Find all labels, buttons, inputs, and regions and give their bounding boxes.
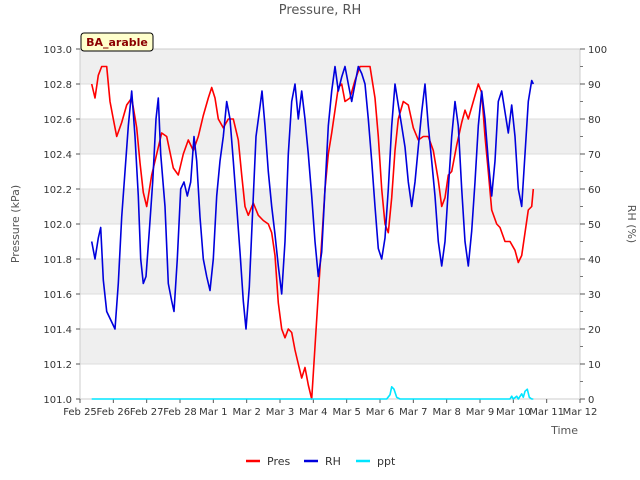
badge-label: BA_arable xyxy=(86,36,148,49)
y-right-tick-label: 100 xyxy=(588,45,607,56)
y-left-axis-label: Pressure (kPa) xyxy=(9,185,22,263)
y-left-tick-label: 101.0 xyxy=(43,395,72,406)
series-line-pres xyxy=(90,65,535,400)
plot-band xyxy=(80,259,580,294)
y-right-tick-label: 0 xyxy=(588,395,594,406)
series-line-rh xyxy=(90,65,535,330)
x-tick-label: Mar 3 xyxy=(266,407,294,418)
y-left-tick-label: 102.2 xyxy=(43,185,72,196)
x-tick-label: Mar 12 xyxy=(563,407,598,418)
y-right-tick-label: 60 xyxy=(588,185,601,196)
legend: Pres RH ppt xyxy=(246,455,396,468)
x-tick-label: Mar 7 xyxy=(399,407,427,418)
x-axis-label: Time xyxy=(550,424,578,437)
legend-label-rh: RH xyxy=(325,455,341,468)
y-right-tick-label: 90 xyxy=(588,80,601,91)
y-right-tick-label: 40 xyxy=(588,255,601,266)
badge-box xyxy=(80,32,154,52)
y-right-tick-label: 20 xyxy=(588,325,601,336)
y-right-tick-label: 50 xyxy=(588,220,601,231)
y-right-ticks: 0 10 20 30 40 50 60 70 80 90 100 xyxy=(580,45,607,406)
x-ticks: Feb 25 Feb 26 Feb 27 Feb 28 Mar 1 Mar 2 Mar 3 M… xyxy=(63,399,597,418)
x-tick-label: Feb 26 xyxy=(97,407,131,418)
series-lines xyxy=(90,65,535,400)
badge: BA_arable xyxy=(80,32,154,52)
legend-label-ppt: ppt xyxy=(377,455,396,468)
plot-band xyxy=(80,189,580,224)
y-left-tick-label: 102.8 xyxy=(43,80,72,91)
legend-label-pres: Pres xyxy=(267,455,290,468)
y-right-tick-label: 10 xyxy=(588,360,601,371)
y-left-tick-label: 102.4 xyxy=(43,150,72,161)
y-right-tick-label: 70 xyxy=(588,150,601,161)
y-left-tick-label: 102.6 xyxy=(43,115,72,126)
x-tick-label: Mar 2 xyxy=(232,407,260,418)
y-left-tick-label: 101.8 xyxy=(43,255,72,266)
x-tick-label: Mar 10 xyxy=(496,407,531,418)
plot-bands xyxy=(80,49,580,364)
y-left-tick-label: 103.0 xyxy=(43,45,72,56)
x-tick-label: Feb 25 xyxy=(63,407,97,418)
y-right-axis-label: RH (%) xyxy=(625,205,638,243)
plot-band xyxy=(80,329,580,364)
y-left-tick-label: 101.2 xyxy=(43,360,72,371)
y-left-tick-label: 102.0 xyxy=(43,220,72,231)
chart-title: Pressure, RH xyxy=(279,3,362,18)
x-tick-label: Mar 1 xyxy=(199,407,227,418)
x-tick-label: Mar 6 xyxy=(366,407,394,418)
x-tick-label: Mar 11 xyxy=(529,407,564,418)
y-left-ticks: 101.0 101.2 101.4 101.6 101.8 102.0 102.2 102.4… xyxy=(43,45,80,406)
y-right-tick-label: 30 xyxy=(588,290,601,301)
x-tick-label: Mar 9 xyxy=(466,407,494,418)
x-tick-label: Mar 4 xyxy=(299,407,327,418)
y-right-tick-label: 80 xyxy=(588,115,601,126)
series-line-ppt xyxy=(91,386,534,400)
x-tick-label: Feb 28 xyxy=(163,407,197,418)
y-left-tick-label: 101.4 xyxy=(43,325,72,336)
x-tick-label: Mar 8 xyxy=(432,407,460,418)
x-tick-label: Mar 5 xyxy=(332,407,360,418)
plot-band xyxy=(80,49,580,84)
x-tick-label: Feb 27 xyxy=(130,407,164,418)
y-left-tick-label: 101.6 xyxy=(43,290,72,301)
